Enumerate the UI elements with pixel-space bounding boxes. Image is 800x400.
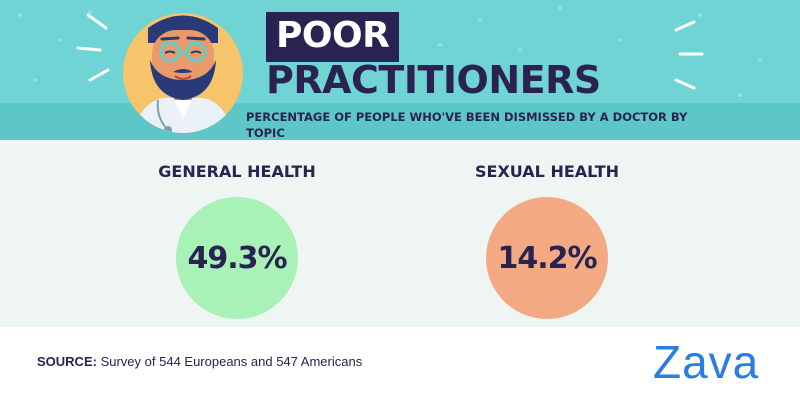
source-note: SOURCE: Survey of 544 Europeans and 547 … (37, 354, 362, 369)
page-title: PRACTITIONERS (266, 58, 601, 102)
header-banner: POOR PRACTITIONERS PERCENTAGE OF PEOPLE … (0, 0, 800, 140)
stat-circle: 14.2% (486, 197, 608, 319)
source-text: Survey of 544 Europeans and 547 American… (100, 354, 363, 369)
burst-lines-left (76, 13, 110, 82)
burst-lines-right (674, 20, 704, 90)
header-stripe (0, 103, 800, 140)
stat-general-health: GENERAL HEALTH 49.3% (137, 150, 337, 319)
stat-value: 49.3% (187, 240, 287, 276)
title-poor: POOR (266, 12, 400, 62)
stat-label: GENERAL HEALTH (158, 162, 316, 181)
brand-logo: Zava (653, 336, 760, 388)
stats-panel (0, 140, 800, 327)
page-subtitle: PERCENTAGE OF PEOPLE WHO'VE BEEN DISMISS… (246, 110, 688, 140)
footer (0, 327, 800, 400)
doctor-avatar-icon (123, 13, 243, 133)
source-label: SOURCE: (37, 354, 97, 369)
stat-circle: 49.3% (176, 197, 298, 319)
stat-value: 14.2% (497, 240, 597, 276)
stat-sexual-health: SEXUAL HEALTH 14.2% (447, 150, 647, 319)
header-pattern (18, 6, 762, 97)
stat-label: SEXUAL HEALTH (475, 162, 619, 181)
